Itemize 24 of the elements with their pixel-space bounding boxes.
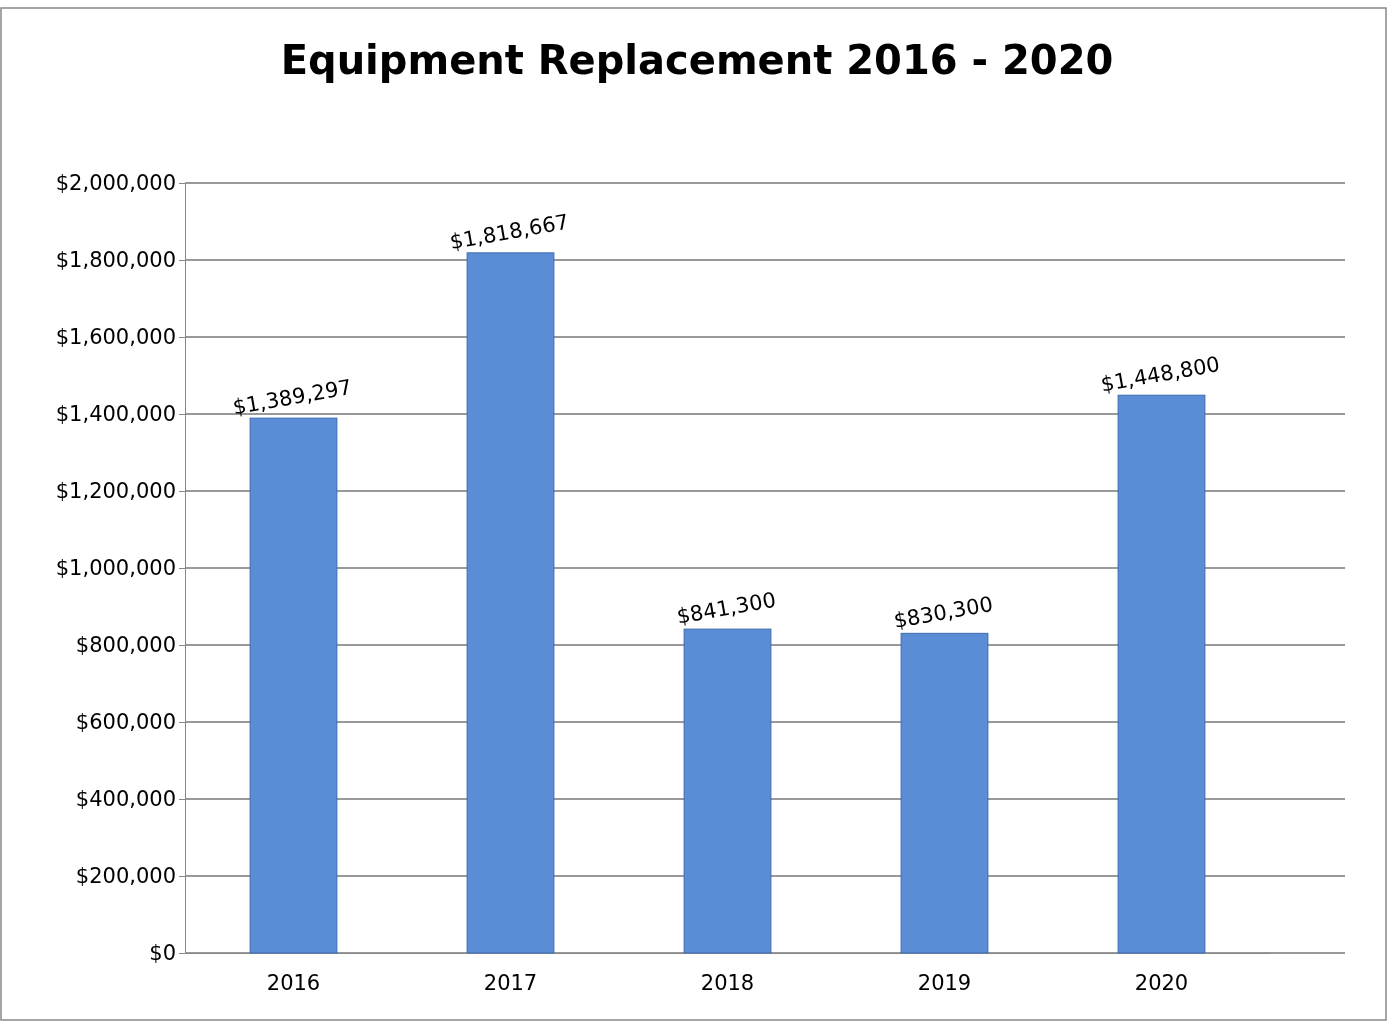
bar [466,252,555,954]
y-tick-label: $0 [149,941,176,966]
y-tick-label: $2,000,000 [55,171,176,196]
y-tick-label: $200,000 [75,864,176,889]
y-tick-label: $1,800,000 [55,248,176,273]
x-tick-label: 2018 [700,970,755,995]
data-label: $830,300 [891,591,995,633]
y-tick-label: $600,000 [75,710,176,735]
bar [1117,394,1206,954]
x-tick-label: 2019 [917,970,972,995]
y-tick-label: $400,000 [75,787,176,812]
y-tick-label: $1,200,000 [55,479,176,504]
chart-title: Equipment Replacement 2016 - 2020 [280,37,1114,83]
y-tick-label: $1,400,000 [55,402,176,427]
x-tick-label: 2020 [1134,970,1189,995]
x-tick-label: 2017 [483,970,538,995]
y-tick-label: $1,600,000 [55,325,176,350]
y-tick-label: $1,000,000 [55,556,176,581]
x-tick-label: 2016 [266,970,321,995]
y-tick-label: $800,000 [75,633,176,658]
bar [683,628,772,954]
bar [249,417,338,954]
bar [900,632,989,954]
data-label: $841,300 [674,587,778,629]
